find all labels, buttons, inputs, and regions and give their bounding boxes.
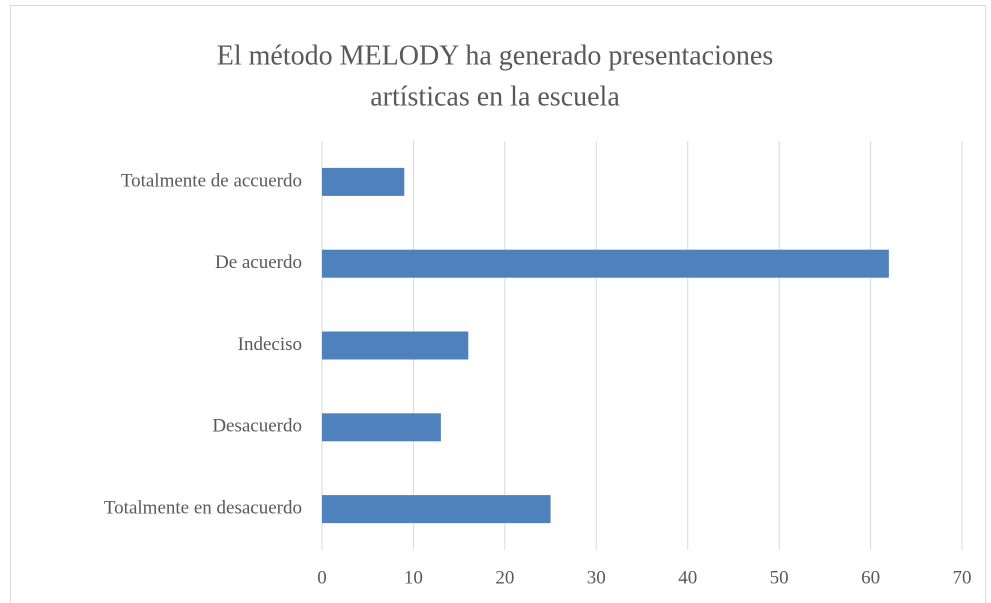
- x-tick-label: 0: [317, 567, 327, 588]
- chart-title: El método MELODY ha generado presentacio…: [217, 40, 773, 71]
- bar: [322, 495, 551, 524]
- y-tick-label: Totalmente en desacuerdo: [104, 497, 302, 518]
- x-tick-label: 10: [404, 567, 423, 588]
- y-tick-label: Desacuerdo: [212, 416, 302, 437]
- x-tick-label: 20: [495, 567, 514, 588]
- x-tick-label: 40: [678, 567, 697, 588]
- bar: [322, 331, 469, 360]
- x-tick-label: 30: [587, 567, 606, 588]
- x-tick-label: 50: [770, 567, 789, 588]
- chart-title: artísticas en la escuela: [370, 81, 620, 112]
- x-tick-label: 70: [953, 567, 972, 588]
- y-tick-label: Indeciso: [238, 334, 302, 355]
- bar: [322, 413, 441, 442]
- bar: [322, 167, 405, 196]
- x-tick-label: 60: [861, 567, 880, 588]
- bar: [322, 249, 889, 278]
- y-tick-label: Totalmente de accuerdo: [121, 170, 302, 191]
- y-tick-label: De acuerdo: [215, 252, 302, 273]
